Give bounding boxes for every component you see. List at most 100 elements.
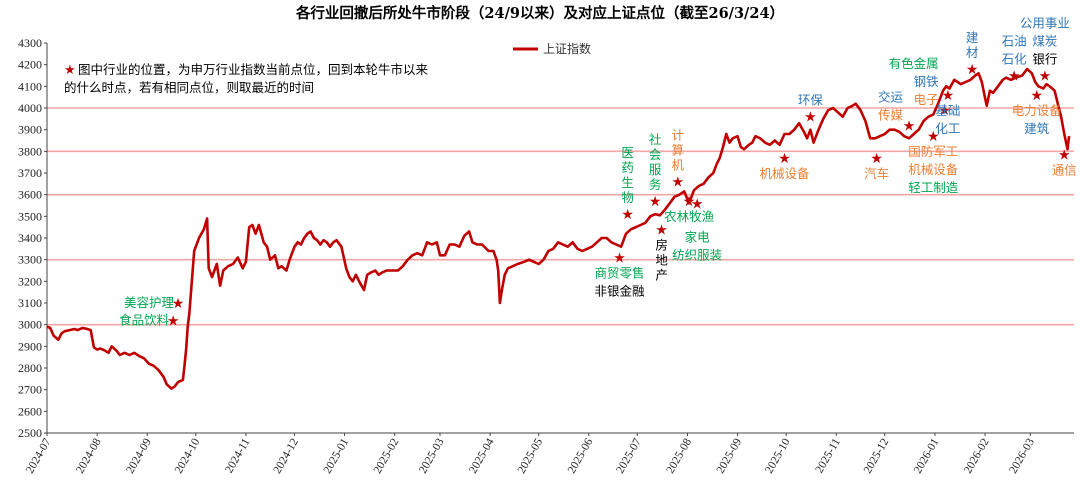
chart-note: ★ 图中行业的位置，为申万行业指数当前点位，回到本轮牛市以来 的什么时点，若有相… [64,62,429,95]
annotation-star-icon: ★ [1058,148,1071,164]
annotation-label: 国防军工 [908,144,958,159]
annotation-label-char: 材 [966,45,979,60]
annotation-label-char: 务 [649,177,662,192]
annotation-star-icon: ★ [966,62,979,78]
y-tick-label: 4100 [18,79,42,93]
annotation-label: 机械设备 [908,162,959,177]
annotation-label: 公用事业 [1020,16,1070,31]
annotation-star-icon: ★ [655,222,668,238]
note-star-icon: ★ [64,63,76,78]
annotation-star-icon: ★ [938,103,951,119]
annotation-label: 环保 [798,93,824,108]
annotation-label-char: 产 [655,267,668,282]
y-tick-label: 3500 [18,209,42,223]
annotation-star-icon: ★ [870,151,883,167]
annotation-label-char: 算 [671,143,684,158]
annotation-label-char: 机 [671,158,684,173]
annotation-label: 传媒 [878,107,904,122]
x-tick-label: 2026-03 [1007,436,1037,475]
annotation-star-icon: ★ [903,118,916,134]
annotation-label: 石油 [1002,34,1027,49]
x-tick-label: 2025-09 [715,436,745,475]
annotation-label-char: 计 [671,128,684,143]
x-tick-label: 2025-05 [516,436,546,475]
annotation-label: 纺织服装 [672,247,722,262]
x-tick-label: 2025-08 [664,436,694,475]
y-tick-label: 3800 [18,144,42,158]
y-tick-label: 3400 [18,231,42,245]
annotation-label-char: 地 [655,252,668,267]
annotation-label: 家电 [685,229,711,244]
annotation-label-char: 药 [621,160,634,175]
x-tick-label: 2026-02 [962,436,992,475]
y-tick-label: 3600 [18,188,42,202]
annotation-label: 建筑 [1024,121,1050,136]
legend: 上证指数 [513,41,591,56]
x-tick-label: 2024-08 [74,436,104,475]
series-line-上证指数 [46,67,1071,390]
annotation-star-icon: ★ [683,194,696,210]
annotation-star-icon: ★ [927,129,940,145]
note-line-2: 的什么时点，若有相同点位，则取最近的时间 [64,80,314,95]
y-tick-label: 4200 [18,58,42,72]
annotation-label: 汽车 [864,166,889,181]
x-tick-label: 2025-04 [467,436,497,475]
y-tick-label: 3300 [18,253,42,267]
annotation-label: 农林牧渔 [664,209,714,224]
x-tick-label: 2024-10 [173,436,203,475]
annotation-label: 化工 [935,121,960,136]
y-tick-label: 3900 [18,123,42,137]
annotation-star-icon: ★ [649,194,662,210]
x-tick-label: 2024-09 [124,436,154,475]
x-tick-label: 2025-12 [862,436,892,475]
annotation-label-char: 物 [621,190,634,205]
annotation-label: 通信 [1052,163,1077,178]
annotation-star-icon: ★ [691,196,704,212]
y-tick-label: 3100 [18,296,42,310]
x-tick-label: 2024-12 [271,436,301,475]
y-tick-label: 4000 [18,101,42,115]
annotation-star-icon: ★ [671,175,684,191]
y-tick-label: 2600 [18,404,42,418]
annotation-label-char: 医 [621,145,634,160]
annotation-star-icon: ★ [778,151,791,167]
x-tick-label: 2026-01 [912,436,942,475]
note-line-1: 图中行业的位置，为申万行业指数当前点位，回到本轮牛市以来 [78,62,429,77]
y-tick-label: 4300 [18,36,42,50]
annotation-label: 建材 [966,30,979,60]
x-tick-label: 2025-03 [417,436,447,475]
annotation-label: 房地产 [655,237,668,282]
x-tick-label: 2025-01 [322,436,352,475]
x-tick-label: 2024-07 [24,436,54,475]
annotation-label: 食品饮料 [119,312,170,327]
series-layer [46,67,1071,390]
annotation-label: 非银金融 [595,284,646,299]
annotation-star-icon: ★ [1039,69,1052,85]
x-tick-label: 2025-10 [763,436,793,475]
annotation-star-icon: ★ [613,251,626,267]
annotation-label: 基础 [935,103,960,118]
annotation-label-char: 建 [966,30,979,45]
chart-title: 各行业回撤后所处牛市阶段（24/9以来）及对应上证点位（截至26/3/24） [295,4,784,22]
annotation-star-icon: ★ [804,110,817,126]
annotation-star-icon: ★ [172,296,185,312]
y-tick-label: 2700 [18,383,42,397]
annotation-label-char: 社 [649,132,662,147]
y-tick-label: 3700 [18,166,42,180]
annotation-label: 石化 [1002,52,1028,67]
annotation-label: 机械设备 [759,166,810,181]
annotation-star-icon: ★ [1008,69,1021,85]
y-axis-ticks: 2500 2600 2700 2800 2900 3000 3100 3200 3300 3400… [18,36,47,440]
annotation-label: 社会服务 [649,132,662,192]
x-tick-label: 2025-02 [372,436,402,475]
annotation-star-icon: ★ [621,207,634,223]
annotation-label-char: 服 [649,162,662,177]
annotation-star-icon: ★ [942,88,955,104]
annotation-label: 电子 [914,92,939,107]
reference-lines [47,107,1074,326]
annotation-label: 美容护理 [124,295,175,310]
y-tick-label: 3000 [18,318,42,332]
annotation-label: 计算机 [671,128,684,173]
